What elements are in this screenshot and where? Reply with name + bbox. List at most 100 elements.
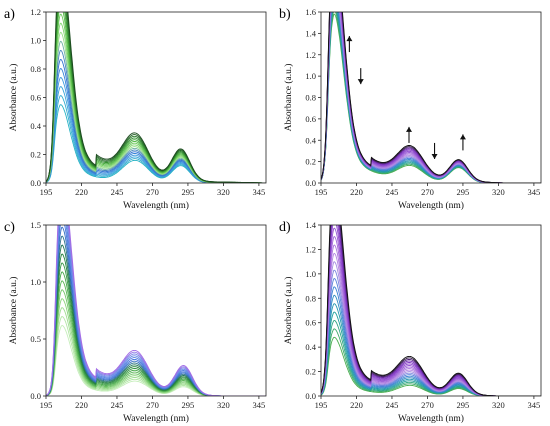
x-tick-label: 245 (111, 187, 124, 197)
y-tick-label: 1.0 (305, 71, 316, 81)
chart-a: a) 195 220 245 270 295 320 345 0.0 0.2 0.4 0.6 0.8 1.… (4, 7, 267, 211)
x-tick-label: 220 (75, 187, 88, 197)
series-line (321, 12, 541, 183)
series-line (46, 235, 266, 396)
series-line (46, 225, 266, 396)
series-line (46, 307, 266, 396)
y-tick-label: 0.2 (30, 150, 41, 160)
y-axis-title: Absorbance (a.u.) (283, 277, 294, 345)
y-tick-label: 1.5 (30, 220, 41, 230)
y-tick-label: 0.0 (305, 178, 316, 188)
y-tick-label: 0.6 (305, 318, 316, 328)
x-tick-label: 195 (40, 187, 53, 197)
series-line (321, 303, 541, 396)
series-group-d (321, 225, 541, 396)
series-line (46, 31, 266, 183)
x-tick-label: 320 (217, 400, 230, 410)
x-tick-label: 295 (182, 400, 195, 410)
series-line (321, 13, 541, 183)
panel-b: b) 195 220 245 270 295 320 345 0.0 0.2 0.4 0.6 0.8 1.… (275, 0, 550, 213)
x-tick-label: 245 (111, 400, 124, 410)
series-line (321, 320, 541, 396)
series-line (321, 12, 541, 183)
series-line (321, 12, 541, 183)
series-line (321, 12, 541, 183)
plot-frame (320, 11, 542, 184)
x-tick-label: 245 (386, 187, 399, 197)
x-tick-label: 345 (528, 400, 541, 410)
series-line (321, 244, 541, 396)
plot-frame (320, 224, 542, 397)
series-line (321, 12, 541, 183)
y-tick-label: 1.2 (30, 7, 41, 17)
x-tick-label: 295 (457, 187, 470, 197)
y-tick-label: 0.5 (30, 334, 41, 344)
arrow-up-head (406, 126, 412, 132)
y-tick-label: 1.2 (305, 50, 316, 60)
chart-d: d) 195 220 245 270 295 320 345 0.0 0.2 0.4 0.6 0.8 1.… (279, 220, 542, 424)
series-line (46, 253, 266, 396)
y-axis-title: Absorbance (a.u.) (283, 64, 294, 132)
series-line (46, 271, 266, 396)
panel-label-d: d) (279, 220, 291, 235)
y-tick-label: 1.6 (305, 7, 316, 17)
series-line (321, 328, 541, 396)
x-tick-label: 220 (350, 187, 363, 197)
panel-a: a) 195 220 245 270 295 320 345 0.0 0.2 0.4 0.6 0.8 1.… (0, 0, 275, 213)
x-axis-title: Wavelength (nm) (398, 200, 464, 211)
series-group-a (46, 12, 266, 183)
x-tick-label: 345 (253, 400, 266, 410)
x-tick-label: 295 (457, 400, 470, 410)
panel-label-a: a) (4, 7, 15, 22)
y-tick-label: 0.4 (30, 121, 41, 131)
y-tick-label: 1.4 (305, 28, 316, 38)
x-tick-label: 195 (40, 400, 53, 410)
y-tick-label: 1.0 (305, 269, 316, 279)
y-tick-label: 0.6 (305, 114, 316, 124)
series-line (321, 12, 541, 183)
series-line (321, 261, 541, 396)
y-tick-label: 0.8 (30, 64, 41, 74)
series-line (321, 294, 541, 396)
series-line (46, 104, 266, 183)
series-line (46, 289, 266, 396)
x-tick-label: 195 (315, 400, 328, 410)
y-tick-label: 0.4 (305, 342, 316, 352)
series-line (46, 226, 266, 396)
series-line (321, 277, 541, 396)
x-tick-label: 345 (253, 187, 266, 197)
y-tick-label: 1.4 (305, 220, 316, 230)
x-tick-label: 320 (492, 187, 505, 197)
series-line (321, 311, 541, 396)
panel-label-c: c) (4, 220, 15, 235)
x-tick-label: 270 (146, 187, 159, 197)
series-group-b (321, 12, 541, 183)
x-tick-label: 220 (350, 400, 363, 410)
chart-b: b) 195 220 245 270 295 320 345 0.0 0.2 0.4 0.6 0.8 1.… (279, 7, 542, 211)
y-axis-title: Absorbance (a.u.) (8, 64, 19, 132)
series-line (321, 12, 541, 183)
series-line (321, 12, 541, 183)
y-tick-label: 1.0 (30, 277, 41, 287)
x-tick-label: 320 (217, 187, 230, 197)
series-line (321, 12, 541, 183)
arrow-down-head (357, 79, 364, 85)
x-tick-label: 345 (528, 187, 541, 197)
y-tick-label: 0.6 (30, 93, 41, 103)
panel-label-b: b) (279, 7, 291, 22)
series-line (46, 298, 266, 396)
chart-c: c) 195 220 245 270 295 320 345 0.0 0.5 1.0 1.5 Wavel… (4, 220, 267, 424)
y-tick-label: 1.2 (305, 244, 316, 254)
series-line (321, 336, 541, 396)
x-tick-label: 220 (75, 400, 88, 410)
series-line (321, 225, 541, 396)
series-line (321, 12, 541, 183)
series-line (321, 12, 541, 183)
arrow-down-head (431, 153, 438, 159)
y-tick-label: 1.0 (30, 36, 41, 46)
x-axis-title: Wavelength (nm) (398, 413, 464, 424)
x-tick-label: 270 (146, 400, 159, 410)
x-tick-label: 295 (182, 187, 195, 197)
y-axis-title: Absorbance (a.u.) (8, 277, 19, 345)
y-tick-label: 0.2 (305, 157, 316, 167)
